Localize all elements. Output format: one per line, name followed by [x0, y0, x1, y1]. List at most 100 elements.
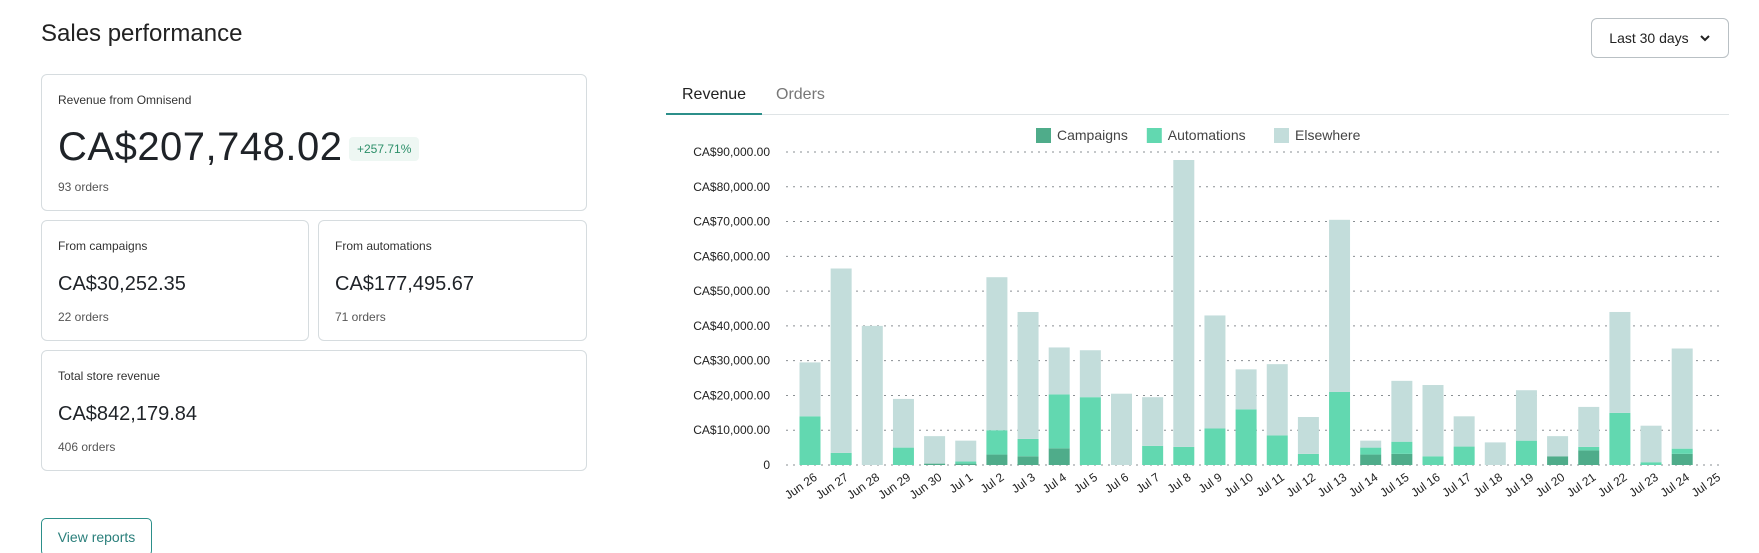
bar-elsewhere [1017, 311, 1039, 439]
bar-elsewhere [1235, 369, 1257, 410]
x-tick-label: Jun 30 [907, 470, 945, 502]
x-tick-label: Jul 7 [1134, 470, 1163, 496]
tab-orders[interactable]: Orders [776, 86, 825, 103]
x-tick-label: Jun 26 [782, 470, 820, 502]
y-tick-label: CA$60,000.00 [693, 249, 770, 263]
bar-automations [1640, 462, 1662, 465]
x-tick-label: Jul 16 [1408, 470, 1443, 500]
automations-value: CA$177,495.67 [335, 273, 475, 295]
y-tick-label: CA$90,000.00 [693, 145, 770, 159]
x-tick-label: Jul 9 [1196, 470, 1225, 496]
bar-automations [1515, 440, 1537, 465]
total-revenue-value: CA$842,179.84 [58, 403, 198, 425]
bar-automations [892, 447, 914, 465]
change-badge: +257.71% [349, 137, 420, 161]
bar-automations [1017, 438, 1039, 457]
bar-elsewhere [1173, 159, 1195, 447]
bar-automations [1266, 435, 1288, 465]
bar-elsewhere [1453, 416, 1475, 447]
bar-elsewhere [1266, 364, 1288, 436]
bar-elsewhere [1329, 219, 1351, 392]
y-tick-label: CA$80,000.00 [693, 180, 770, 194]
legend-label-elsewhere: Elsewhere [1295, 127, 1361, 143]
bar-campaigns [955, 463, 977, 465]
bar-elsewhere [830, 268, 852, 453]
chart-tabs: Revenue Orders [666, 78, 1729, 115]
x-tick-label: Jul 21 [1564, 470, 1599, 500]
bar-automations [1235, 409, 1257, 465]
x-tick-label: Jul 25 [1689, 470, 1724, 500]
bar-elsewhere [1640, 425, 1662, 463]
bar-campaigns [924, 463, 946, 465]
page-title: Sales performance [41, 20, 243, 47]
legend-label-campaigns: Campaigns [1057, 127, 1128, 143]
x-tick-label: Jul 6 [1102, 470, 1131, 496]
y-tick-label: CA$50,000.00 [693, 284, 770, 298]
automations-card: From automations CA$177,495.67 71 orders [318, 220, 587, 341]
bar-elsewhere [1578, 406, 1600, 447]
tab-revenue[interactable]: Revenue [666, 78, 763, 115]
x-tick-label: Jul 17 [1440, 470, 1475, 500]
y-tick-label: 0 [763, 458, 770, 472]
bar-elsewhere [1671, 348, 1693, 449]
x-tick-label: Jul 23 [1627, 470, 1662, 500]
bar-elsewhere [1422, 385, 1444, 457]
x-tick-label: Jul 11 [1253, 470, 1287, 500]
y-tick-label: CA$30,000.00 [693, 354, 770, 368]
campaigns-card: From campaigns CA$30,252.35 22 orders [41, 220, 309, 341]
bar-elsewhere [1360, 440, 1382, 448]
bar-automations [1391, 441, 1413, 454]
x-tick-label: Jun 29 [876, 470, 914, 502]
total-revenue-label: Total store revenue [58, 369, 161, 383]
automations-orders: 71 orders [335, 310, 386, 324]
revenue-card: Revenue from Omnisend CA$207,748.02 +257… [41, 74, 587, 211]
bar-automations [955, 461, 977, 464]
bar-campaigns [1360, 454, 1382, 465]
total-revenue-card: Total store revenue CA$842,179.84 406 or… [41, 350, 587, 471]
bar-elsewhere [1609, 311, 1631, 413]
legend-swatch-elsewhere [1274, 128, 1289, 143]
x-tick-label: Jul 5 [1071, 470, 1100, 496]
revenue-value: CA$207,748.02 [58, 125, 343, 169]
bar-elsewhere [1484, 442, 1506, 465]
bar-elsewhere [986, 277, 1008, 431]
bar-automations [830, 452, 852, 465]
revenue-orders: 93 orders [58, 180, 109, 194]
x-tick-label: Jul 13 [1315, 470, 1350, 500]
x-tick-label: Jul 18 [1471, 470, 1506, 500]
campaigns-value: CA$30,252.35 [58, 273, 186, 295]
x-tick-label: Jul 8 [1165, 470, 1194, 496]
revenue-chart: Campaigns Automations Elsewhere 0 CA$10,000.… [693, 127, 1724, 502]
bar-elsewhere [1204, 315, 1226, 429]
bar-elsewhere [892, 398, 914, 448]
bar-campaigns [1391, 453, 1413, 465]
y-tick-label: CA$40,000.00 [693, 319, 770, 333]
x-tick-label: Jun 28 [844, 470, 882, 502]
campaigns-orders: 22 orders [58, 310, 109, 324]
bar-elsewhere [1111, 393, 1132, 465]
view-reports-button[interactable]: View reports [41, 518, 152, 553]
legend-label-automations: Automations [1168, 127, 1246, 143]
automations-label: From automations [335, 239, 432, 253]
bar-automations [1422, 456, 1444, 465]
y-tick-label: CA$10,000.00 [693, 423, 770, 437]
date-range-label: Last 30 days [1609, 30, 1689, 46]
bar-automations [1578, 446, 1600, 451]
campaigns-label: From campaigns [58, 239, 148, 253]
bar-elsewhere [924, 436, 946, 464]
bar-elsewhere [1079, 350, 1101, 398]
date-range-dropdown[interactable]: Last 30 days [1591, 18, 1729, 58]
x-tick-label: Jul 10 [1222, 470, 1257, 500]
bar-elsewhere [1142, 397, 1164, 446]
x-tick-label: Jul 15 [1377, 470, 1412, 500]
bar-elsewhere [955, 440, 977, 462]
x-tick-label: Jun 27 [813, 470, 851, 502]
x-tick-label: Jul 1 [947, 470, 976, 496]
bar-elsewhere [1515, 390, 1537, 441]
bar-campaigns [1048, 448, 1070, 465]
bar-campaigns [1578, 450, 1600, 465]
bar-elsewhere [1547, 436, 1569, 457]
bar-automations [986, 430, 1008, 455]
legend-swatch-automations [1146, 128, 1162, 143]
x-tick-label: Jul 2 [978, 470, 1007, 496]
